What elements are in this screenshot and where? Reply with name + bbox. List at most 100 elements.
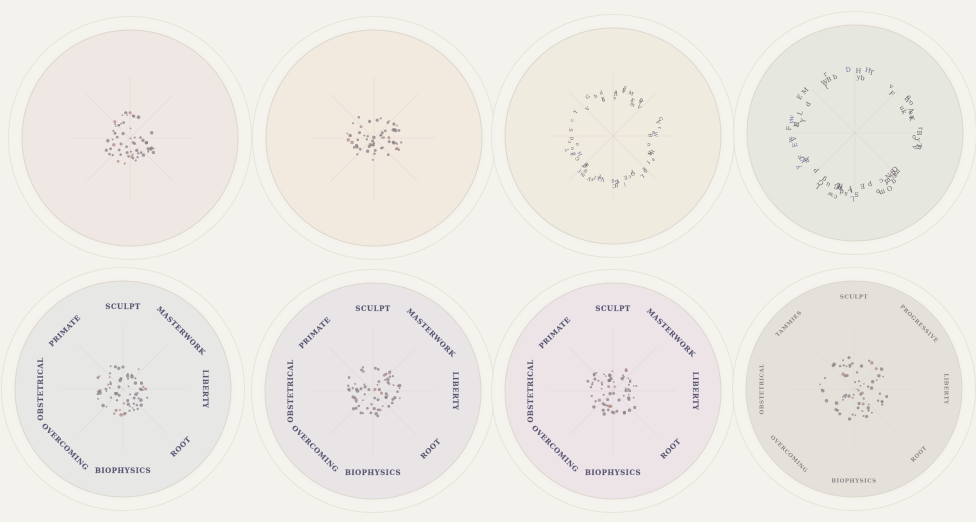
glyph-mark: y (787, 119, 796, 125)
glyph-mark (881, 403, 884, 406)
glyph-mark: b (875, 187, 882, 196)
glyph-mark (141, 138, 145, 143)
glyph-mark (152, 147, 155, 150)
glyph-mark: a (650, 157, 657, 163)
glyph-mark: k (899, 108, 908, 115)
glyph-mark: R (614, 92, 618, 98)
glyph-mark: K (799, 156, 808, 164)
glyph-mark: f (577, 167, 583, 173)
glyph-mark (347, 384, 350, 387)
glyph-mark (608, 404, 612, 408)
glyph-mark: y (637, 97, 644, 104)
glyph-mark (391, 375, 394, 378)
glyph-mark (126, 377, 130, 380)
perimeter-label: LIBERTY (943, 373, 949, 404)
glyph-mark (96, 376, 100, 379)
glyph-mark: A (906, 106, 916, 115)
glyph-mark: T (615, 177, 620, 183)
glyph-mark (823, 377, 827, 380)
glyph-mark (126, 114, 129, 117)
glyph-mark (392, 141, 396, 145)
glyph-mark: w (834, 183, 842, 192)
glyph-mark (358, 147, 362, 151)
glyph-mark (132, 402, 135, 405)
glyph-mark (624, 388, 628, 393)
glyph-mark (831, 364, 835, 368)
glyph-mark: m (892, 167, 902, 177)
glyph-mark (114, 408, 118, 412)
glyph-mark: g (820, 175, 828, 184)
perimeter-label: LIBERTY (691, 372, 700, 411)
glyph-mark: N (645, 150, 653, 157)
glyph-mark (129, 137, 132, 140)
glyph-mark (589, 386, 593, 389)
glyph-mark: m (579, 171, 587, 179)
glyph-mark (139, 151, 143, 154)
glyph-mark: S (641, 167, 648, 174)
glyph-mark (139, 403, 143, 407)
radial-guide (809, 388, 855, 434)
glyph-mark (113, 365, 117, 369)
radial-guide (568, 91, 614, 137)
glyph-mark: H (864, 66, 872, 75)
glyph-mark (624, 368, 628, 371)
glyph-mark (118, 124, 121, 127)
glyph-mark (838, 412, 842, 416)
glyph-mark: r (822, 70, 829, 79)
glyph-mark: M (800, 86, 811, 97)
radial-guide (810, 132, 856, 178)
radial-guide (372, 346, 418, 392)
glyph-mark: m (878, 187, 887, 197)
glyph-mark (590, 394, 593, 398)
glyph-mark: r (917, 127, 925, 132)
glyph-mark (126, 402, 130, 406)
glyph-mark: E (601, 96, 606, 103)
glyph-mark: t (849, 187, 853, 195)
glyph-mark (855, 371, 859, 374)
plate-6: SCULPT MASTERWORK LIBERTY ROOT BIOPHYSICS OVE… (262, 280, 484, 502)
glyph-mark (106, 139, 110, 143)
glyph-mark (870, 411, 873, 414)
glyph-mark (124, 111, 128, 115)
glyph-mark (120, 122, 123, 125)
glyph-mark: S (888, 167, 897, 176)
glyph-mark (365, 149, 370, 153)
glyph-mark (139, 136, 142, 139)
glyph-mark: L (796, 109, 805, 116)
glyph-mark: d (571, 150, 578, 156)
glyph-mark (852, 393, 855, 396)
glyph-mark (98, 389, 102, 393)
glyph-mark (128, 111, 132, 115)
glyph-mark (393, 396, 397, 400)
glyph-mark (116, 159, 120, 163)
glyph-mark (624, 387, 627, 389)
glyph-mark (597, 379, 600, 382)
glyph-mark (387, 404, 391, 408)
glyph-mark (114, 125, 117, 128)
glyph-mark (591, 381, 594, 384)
glyph-mark (593, 377, 597, 381)
radial-guide (612, 91, 658, 137)
glyph-mark: y (793, 163, 802, 171)
glyph-mark: d (646, 150, 653, 156)
glyph-mark: m (629, 101, 636, 109)
glyph-mark (612, 381, 615, 383)
glyph-mark (627, 387, 630, 390)
glyph-mark (113, 131, 117, 135)
glyph-mark (127, 385, 130, 388)
plate-8-canvas: SCULPTPROGRESSIVELIBERTYROOTBIOPHYSICSOV… (745, 280, 963, 498)
perimeter-label: BIOPHYSICS (831, 479, 876, 485)
glyph-mark (608, 374, 612, 378)
perimeter-label: BIOPHYSICS (345, 468, 401, 477)
glyph-mark (377, 388, 381, 392)
glyph-mark: T (868, 68, 875, 77)
glyph-mark: b (832, 73, 839, 82)
glyph-mark: o (907, 99, 916, 106)
glyph-mark (109, 147, 112, 151)
glyph-mark (862, 414, 865, 418)
glyph-mark (346, 132, 349, 135)
glyph-mark (597, 398, 602, 402)
glyph-mark (856, 388, 859, 391)
glyph-mark (139, 398, 143, 402)
